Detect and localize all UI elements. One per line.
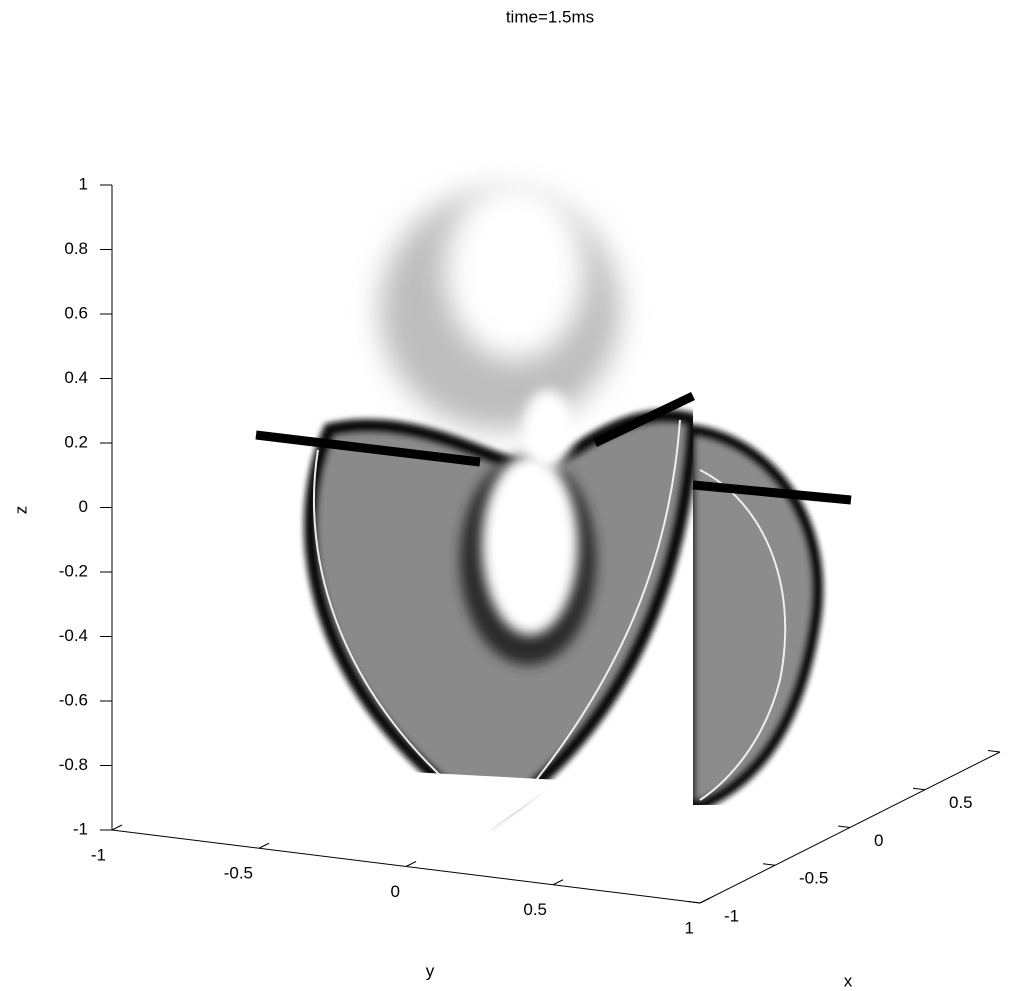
z-tick-label: 0.2 bbox=[64, 432, 88, 451]
x-tick-label: 0.5 bbox=[949, 793, 973, 812]
y-tick-label: -1 bbox=[91, 845, 106, 864]
x-tick-label: -1 bbox=[724, 906, 739, 925]
x-tick bbox=[837, 825, 851, 828]
y-axis-label: y bbox=[426, 961, 435, 980]
z-axis-label: z bbox=[11, 506, 30, 515]
x-tick-label: -0.5 bbox=[799, 869, 828, 888]
y-tick bbox=[552, 879, 564, 886]
x-tick bbox=[987, 750, 1001, 753]
z-tick-label: -0.8 bbox=[59, 755, 88, 774]
z-tick-label: -0.4 bbox=[59, 626, 88, 645]
y-tick bbox=[111, 824, 123, 831]
y-tick bbox=[699, 897, 711, 904]
y-tick-label: 0 bbox=[391, 882, 400, 901]
y-tick-label: 1 bbox=[685, 918, 694, 937]
z-tick-label: -0.2 bbox=[59, 561, 88, 580]
y-tick bbox=[258, 842, 270, 849]
z-tick-label: -0.6 bbox=[59, 690, 88, 709]
x-axis-label: x bbox=[844, 971, 853, 990]
y-tick-label: -0.5 bbox=[224, 864, 253, 883]
slice-field bbox=[255, 180, 852, 830]
x-tick bbox=[687, 901, 701, 904]
z-tick-label: 0.8 bbox=[64, 239, 88, 258]
y-tick bbox=[405, 861, 417, 867]
z-tick-label: 0.4 bbox=[64, 368, 88, 387]
x-tick bbox=[912, 787, 926, 791]
x-tick-label: 0 bbox=[874, 831, 883, 850]
chart-title: time=1.5ms bbox=[506, 7, 594, 26]
z-tick-label: 0 bbox=[79, 497, 88, 516]
z-tick-label: -1 bbox=[73, 819, 88, 838]
x-tick bbox=[762, 863, 776, 866]
y-tick-label: 0.5 bbox=[523, 900, 547, 919]
z-tick-label: 0.6 bbox=[64, 303, 88, 322]
z-tick-label: 1 bbox=[79, 174, 88, 193]
